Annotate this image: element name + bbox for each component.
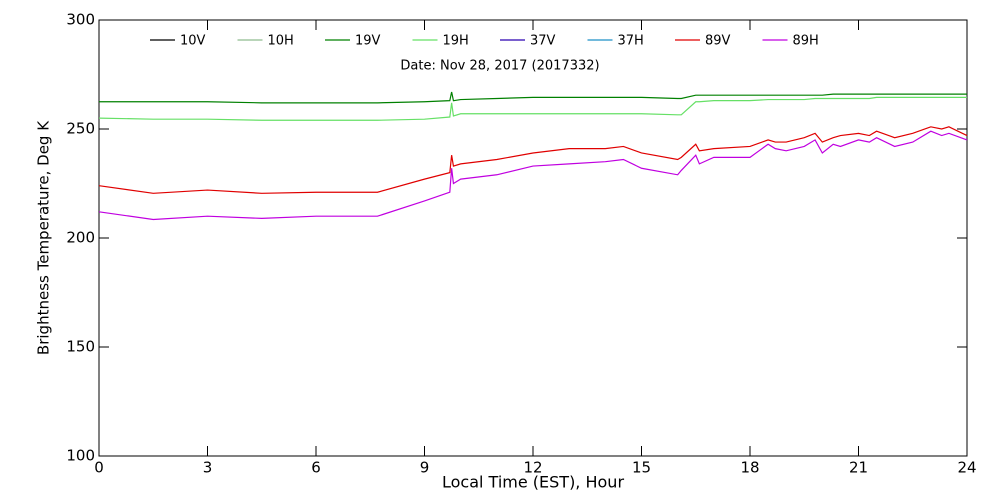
legend-label: 10H	[268, 34, 294, 49]
series-line	[99, 91, 967, 104]
x-tick-label: 12	[523, 459, 542, 477]
x-tick-label: 24	[957, 459, 976, 477]
x-tick-label: 0	[94, 459, 104, 477]
x-tick-label: 18	[740, 459, 759, 477]
legend-label: 37V	[530, 34, 556, 49]
y-axis-label: Brightness Temperature, Deg K	[35, 120, 53, 355]
y-tick-label: 150	[66, 338, 95, 356]
legend-label: 19H	[443, 34, 469, 49]
legend-label: 89V	[705, 34, 731, 49]
x-tick-label: 6	[311, 459, 321, 477]
series-line	[98, 130, 968, 221]
y-tick-label: 100	[66, 447, 95, 465]
x-tick-label: 15	[632, 459, 651, 477]
legend-label: 10V	[180, 34, 206, 49]
x-axis-label: Local Time (EST), Hour	[442, 473, 624, 492]
y-tick-label: 250	[66, 120, 95, 138]
y-tick-label: 200	[66, 229, 95, 247]
x-tick-label: 9	[420, 459, 430, 477]
x-tick-label: 21	[849, 459, 868, 477]
x-tick-label: 3	[203, 459, 213, 477]
y-tick-label: 300	[66, 11, 95, 29]
annotation: Date: Nov 28, 2017 (2017332)	[400, 59, 599, 74]
legend-label: 19V	[355, 34, 381, 49]
plot-frame	[98, 19, 968, 457]
legend-label: 37H	[618, 34, 644, 49]
series-line	[98, 126, 968, 194]
legend-label: 89H	[793, 34, 819, 49]
series-line	[98, 96, 967, 121]
